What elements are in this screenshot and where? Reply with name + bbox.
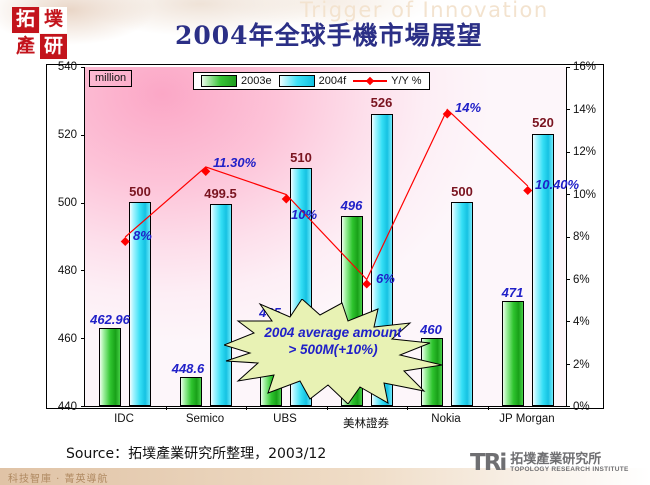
tri-brand-cn: 拓墣產業研究所: [510, 452, 602, 468]
y2-axis-tick-16: 16%: [573, 61, 597, 73]
chart-legend: 2003e 2004f Y/Y %: [193, 72, 430, 90]
y2-axis-tick-0: 0%: [573, 401, 590, 413]
x-axis-label-merrill: 美林證券: [343, 416, 389, 430]
y-axis-tick-540: 540: [57, 61, 77, 73]
legend-item-2004f: 2004f: [278, 75, 347, 87]
annotation-line-2: > 500M(+10%): [288, 341, 378, 357]
yy-label-nokia: 14%: [455, 100, 482, 115]
bar-2004f-nokia: [451, 202, 473, 406]
footer-slogan: 科技智庫 · 菁英導航: [8, 474, 109, 485]
y2-axis-tick-8: 8%: [573, 231, 590, 243]
header-watermark: Trigger of Innovation: [300, 0, 549, 22]
annotation-starburst: [224, 299, 442, 404]
x-axis-label-nokia: Nokia: [431, 413, 461, 425]
bar-2003e-semico: [179, 376, 202, 406]
y2-axis-tick-4: 4%: [573, 316, 590, 328]
logo-char-4: 研: [40, 33, 67, 59]
footer-bar: [0, 468, 650, 485]
bar-2003e-jpmorgan: [501, 300, 524, 406]
bar-label-2004f-merrill: 526: [370, 95, 393, 110]
x-axis-label-jpmorgan: JP Morgan: [499, 413, 555, 425]
legend-item-yy: Y/Y %: [353, 75, 422, 87]
yy-label-ubs: 10%: [291, 207, 318, 222]
bar-2004f-jpmorgan: [531, 134, 554, 406]
tri-logo: 拓 墣 產 研: [12, 7, 67, 59]
footer-brand: TRi 拓墣產業研究所 TOPOLOGY RESEARCH INSTITUTE: [470, 452, 629, 475]
bar-2003e-idc: [99, 327, 121, 406]
tri-wordmark: TRi: [470, 450, 507, 476]
legend-label-2004f: 2004f: [318, 75, 347, 87]
tri-brand-en: TOPOLOGY RESEARCH INSTITUTE: [510, 465, 629, 473]
y2-axis-tick-14: 14%: [573, 104, 597, 116]
yy-percent-line: [120, 108, 533, 289]
y-axis-tick-480: 480: [57, 265, 77, 277]
y2-axis-tick-10: 10%: [573, 189, 597, 201]
x-axis-label-semico: Semico: [185, 413, 225, 425]
yy-label-semico: 11.30%: [213, 155, 257, 170]
bar-label-2004f-jpmorgan: 520: [532, 115, 554, 130]
logo-char-3: 產: [12, 33, 39, 59]
bar-2004f-idc: [129, 202, 151, 406]
bar-2004f-semico: [209, 203, 232, 406]
legend-swatch-2004f: [278, 75, 315, 87]
y2-axis-tick-12: 12%: [573, 146, 597, 158]
x-axis-label-ubs: UBS: [273, 413, 297, 425]
bar-label-2004f-idc: 500: [129, 184, 151, 199]
tri-wordmark-text: TRi: [470, 450, 507, 476]
bar-2003e-nokia: [421, 338, 443, 406]
logo-char-1: 拓: [12, 7, 39, 33]
bar-label-2003e-idc: 462.96: [90, 312, 130, 327]
legend-label-yy: Y/Y %: [391, 75, 422, 87]
tri-brand-text: 拓墣產業研究所 TOPOLOGY RESEARCH INSTITUTE: [510, 453, 628, 473]
legend-item-2003e: 2003e: [201, 75, 272, 87]
bar-label-2003e-jpmorgan: 471: [501, 285, 524, 300]
bar-label-2003e-nokia: 460: [420, 322, 442, 337]
legend-swatch-2003e: [201, 75, 237, 87]
legend-label-2003e: 2003e: [241, 75, 272, 87]
yy-label-idc: 8%: [133, 228, 152, 243]
header-background: [0, 0, 650, 62]
y2-axis-tick-6: 6%: [573, 274, 590, 286]
bar-label-2004f-nokia: 500: [451, 184, 473, 199]
yy-label-merrill: 6%: [376, 271, 395, 286]
chart-container: million 2003e 2004f Y/Y %: [46, 61, 604, 430]
x-axis-label-idc: IDC: [114, 413, 134, 425]
yy-label-jpmorgan: 10.40%: [535, 177, 580, 192]
annotation-line-1: 2004 average amount: [264, 325, 402, 340]
annotation-text: 2004 average amount > 500M(+10%): [224, 325, 442, 359]
y-axis-tick-500: 500: [57, 197, 77, 209]
y-axis-tick-440: 440: [57, 401, 77, 413]
logo-char-2: 墣: [40, 7, 67, 33]
bar-label-2004f-semico: 499.5: [204, 185, 237, 201]
page-title: 2004年全球手機市場展望: [175, 21, 483, 50]
y2-axis-tick-2: 2%: [573, 359, 590, 371]
bar-label-2004f-ubs: 510: [290, 150, 312, 165]
y-axis-tick-460: 460: [57, 333, 77, 345]
y-axis-tick-520: 520: [57, 129, 77, 141]
bar-label-2003e-merrill: 496: [340, 198, 363, 213]
source-note: Source：拓墣產業研究所整理，2003/12: [66, 446, 327, 462]
chart-unit-label: million: [89, 70, 133, 87]
chart-plot-area: million 2003e 2004f Y/Y %: [81, 67, 579, 410]
bar-label-2003e-semico: 448.6: [171, 361, 205, 376]
legend-swatch-yy-line: [353, 76, 388, 86]
